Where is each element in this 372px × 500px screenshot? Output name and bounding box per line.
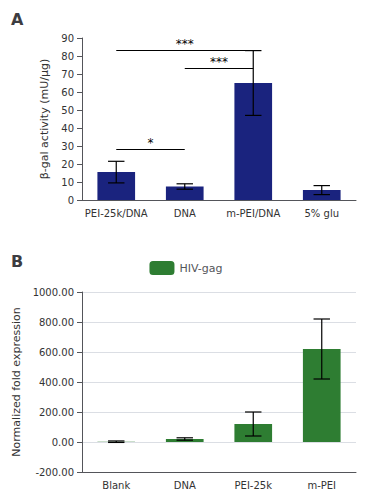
svg-text:PEI-25k/DNA: PEI-25k/DNA xyxy=(85,208,148,219)
svg-text:400.00: 400.00 xyxy=(39,377,74,388)
svg-text:600.00: 600.00 xyxy=(39,347,74,358)
svg-text:PEI-25k: PEI-25k xyxy=(235,480,273,491)
svg-text:A: A xyxy=(11,10,24,29)
svg-text:-200.00: -200.00 xyxy=(35,467,74,478)
svg-text:*: * xyxy=(148,136,154,150)
svg-text:80: 80 xyxy=(61,51,74,62)
svg-text:β-gal activity (mU/μg): β-gal activity (mU/μg) xyxy=(38,59,51,179)
svg-text:5% glu: 5% glu xyxy=(304,208,339,219)
svg-text:10: 10 xyxy=(61,177,74,188)
svg-text:70: 70 xyxy=(61,69,74,80)
svg-text:20: 20 xyxy=(61,159,74,170)
svg-text:40: 40 xyxy=(61,123,74,134)
svg-text:30: 30 xyxy=(61,141,74,152)
svg-text:90: 90 xyxy=(61,33,74,44)
svg-text:HIV-gag: HIV-gag xyxy=(179,262,222,275)
svg-text:Blank: Blank xyxy=(102,480,130,491)
svg-text:***: *** xyxy=(210,55,228,69)
svg-text:1000.00: 1000.00 xyxy=(33,287,74,298)
svg-text:B: B xyxy=(11,252,23,271)
svg-text:200.00: 200.00 xyxy=(39,407,74,418)
svg-text:DNA: DNA xyxy=(174,208,196,219)
svg-text:m-PEI/DNA: m-PEI/DNA xyxy=(226,208,280,219)
svg-text:***: *** xyxy=(176,37,194,51)
svg-text:m-PEI: m-PEI xyxy=(307,480,336,491)
svg-text:Normalized fold expression: Normalized fold expression xyxy=(10,307,23,456)
svg-text:60: 60 xyxy=(61,87,74,98)
svg-text:DNA: DNA xyxy=(174,480,196,491)
svg-text:800.00: 800.00 xyxy=(39,317,74,328)
svg-text:0: 0 xyxy=(68,195,74,206)
svg-text:50: 50 xyxy=(61,105,74,116)
svg-text:0.00: 0.00 xyxy=(52,437,74,448)
